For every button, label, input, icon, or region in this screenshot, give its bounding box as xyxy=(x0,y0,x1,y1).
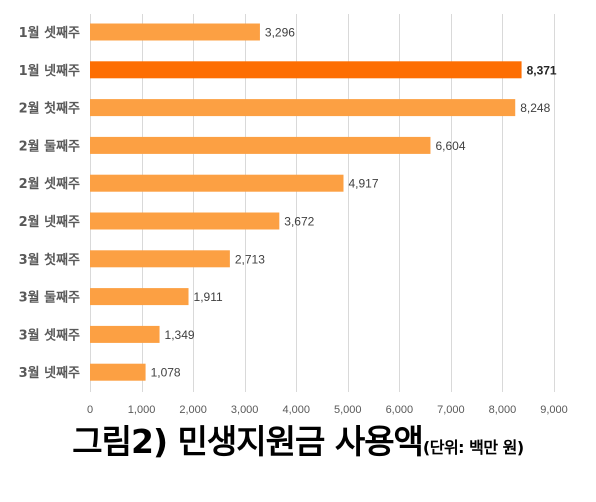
category-label: 1월 셋째주 xyxy=(19,25,80,41)
x-tick-label: 7,000 xyxy=(437,404,465,416)
caption-unit: (단위: 백만 원) xyxy=(422,438,524,457)
bar xyxy=(90,250,230,268)
value-label: 4,917 xyxy=(348,177,378,191)
value-label: 6,604 xyxy=(435,139,465,153)
value-label: 1,349 xyxy=(165,328,195,342)
bar xyxy=(90,363,146,381)
x-tick-label: 4,000 xyxy=(282,404,310,416)
x-axis-ticks: 0 1,000 2,000 3,000 4,000 5,000 6,000 7,000 8,00… xyxy=(87,404,568,416)
chart-svg: 1월 셋째주 1월 넷째주 2월 첫째주 2월 둘째주 2월 셋째주 2월 넷째주 3월 첫… xyxy=(19,14,568,416)
category-label: 2월 둘째주 xyxy=(19,138,80,154)
bar xyxy=(90,288,189,306)
value-labels: 3,296 8,371 8,248 6,604 4,917 3,672 2,713 1,911… xyxy=(151,26,557,380)
category-label: 3월 첫째주 xyxy=(19,252,80,268)
category-label: 3월 셋째주 xyxy=(19,327,80,343)
x-tick-label: 0 xyxy=(87,404,93,416)
value-label: 3,296 xyxy=(265,26,295,40)
bar xyxy=(90,212,280,230)
value-label: 1,911 xyxy=(194,290,223,304)
category-label: 2월 첫째주 xyxy=(19,101,80,117)
category-label: 3월 둘째주 xyxy=(19,290,80,306)
bar xyxy=(90,61,522,79)
bar xyxy=(90,325,160,343)
x-tick-label: 6,000 xyxy=(386,404,414,416)
category-label: 3월 넷째주 xyxy=(19,365,80,381)
category-labels: 1월 셋째주 1월 넷째주 2월 첫째주 2월 둘째주 2월 셋째주 2월 넷째주 3월 첫… xyxy=(19,25,80,381)
x-tick-label: 1,000 xyxy=(128,404,156,416)
value-label: 8,248 xyxy=(520,101,550,115)
value-label: 2,713 xyxy=(235,252,265,266)
bar-chart: 1월 셋째주 1월 넷째주 2월 첫째주 2월 둘째주 2월 셋째주 2월 넷째주 3월 첫… xyxy=(19,14,568,416)
value-label: 8,371 xyxy=(527,63,557,77)
x-tick-label: 8,000 xyxy=(489,404,517,416)
category-label: 2월 넷째주 xyxy=(19,214,80,230)
bar xyxy=(90,23,260,41)
bar xyxy=(90,174,344,192)
figure-caption: 그림2) 민생지원금 사용액(단위: 백만 원) xyxy=(0,425,596,458)
caption-title: 그림2) 민생지원금 사용액 xyxy=(72,422,424,461)
category-label: 2월 셋째주 xyxy=(19,176,80,192)
x-tick-label: 5,000 xyxy=(334,404,362,416)
bar xyxy=(90,99,516,117)
value-label: 3,672 xyxy=(284,215,314,229)
x-tick-label: 2,000 xyxy=(179,404,207,416)
value-label: 1,078 xyxy=(151,366,181,380)
x-tick-label: 9,000 xyxy=(540,404,568,416)
x-tick-label: 3,000 xyxy=(231,404,259,416)
bar-layer xyxy=(90,23,522,381)
category-label: 1월 넷째주 xyxy=(19,63,80,79)
bar xyxy=(90,136,431,154)
